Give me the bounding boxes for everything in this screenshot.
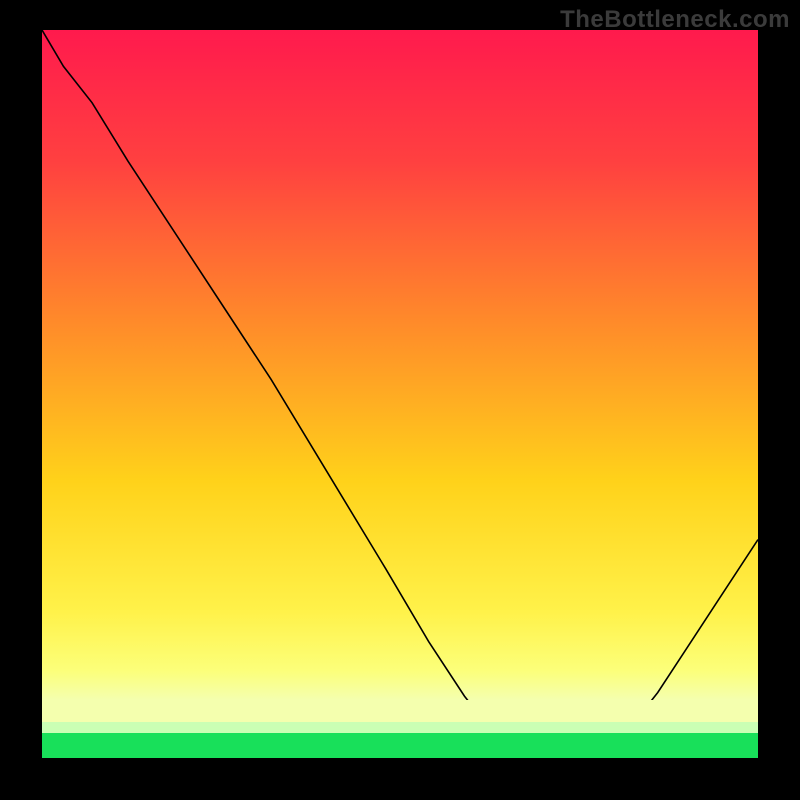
chart-frame: TheBottleneck.com xyxy=(0,0,800,800)
chart-highlight-svg xyxy=(42,30,758,758)
watermark-text: TheBottleneck.com xyxy=(560,6,790,34)
color-band xyxy=(42,700,758,722)
plot-area xyxy=(42,30,758,758)
color-band xyxy=(42,733,758,758)
color-band xyxy=(42,722,758,733)
